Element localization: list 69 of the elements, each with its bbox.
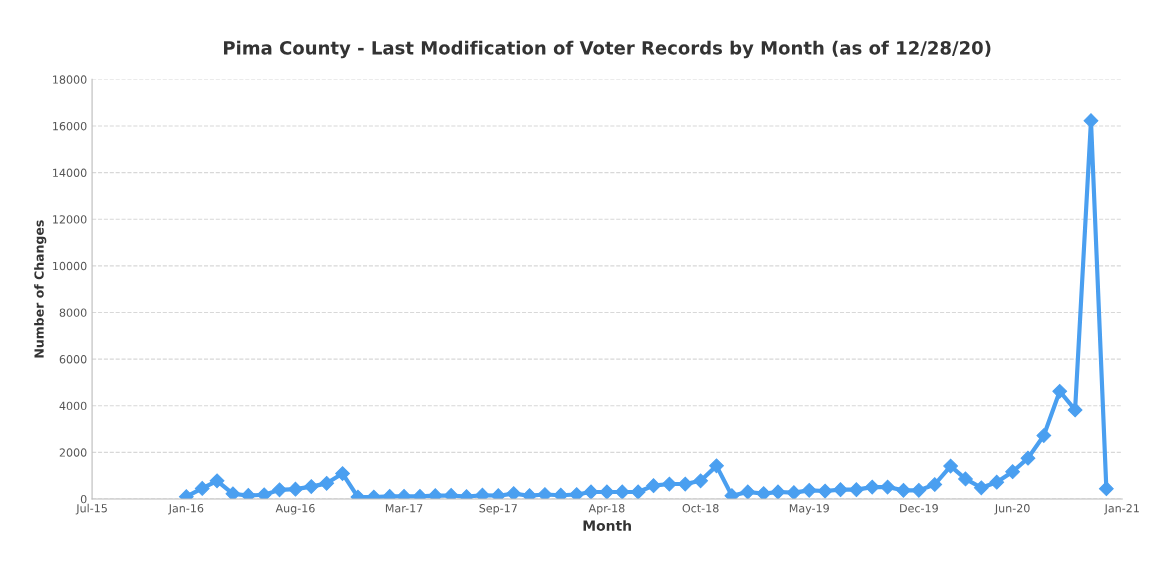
y-axis-title: Number of Changes	[34, 220, 47, 358]
point	[506, 486, 522, 499]
point	[880, 479, 896, 495]
point	[864, 479, 880, 495]
x-tick-label: Jun-20	[994, 504, 1030, 515]
y-tick-label: 0	[80, 494, 87, 504]
point	[770, 484, 786, 499]
y-tick-label: 6000	[59, 355, 87, 364]
y-tick-label: 8000	[59, 308, 87, 317]
point	[569, 487, 585, 499]
point	[194, 481, 210, 496]
point	[662, 476, 677, 492]
point	[209, 473, 225, 489]
point	[693, 473, 709, 489]
point	[1052, 383, 1068, 399]
x-tick-label: Dec-19	[900, 504, 938, 513]
point	[646, 478, 661, 494]
x-tick-label: Apr-18	[588, 504, 625, 515]
point	[833, 482, 848, 498]
y-tick-label: 16000	[53, 121, 87, 131]
point	[801, 482, 817, 498]
point	[1098, 481, 1114, 497]
x-tick-label: May-19	[789, 504, 829, 515]
point	[677, 476, 693, 492]
x-tick-label: Jan-16	[168, 504, 204, 515]
point	[1020, 450, 1036, 466]
point	[272, 482, 287, 498]
point	[319, 475, 335, 491]
point	[817, 483, 833, 499]
point	[225, 486, 241, 499]
point	[756, 486, 772, 499]
point	[288, 481, 303, 497]
x-tick-label: Jan-21	[1104, 504, 1139, 515]
x-tick-label: Jul-15	[75, 503, 107, 515]
y-tick-label: 18000	[53, 75, 87, 84]
y-tick-label: 4000	[59, 401, 87, 411]
x-tick-label: Oct-18	[682, 504, 719, 513]
y-tick-label: 2000	[59, 448, 87, 457]
point	[1005, 464, 1020, 480]
point	[848, 482, 864, 498]
y-tick-label: 12000	[53, 215, 87, 224]
x-tick-label: Aug-16	[275, 504, 315, 515]
point	[1083, 113, 1099, 129]
x-axis-title: Month	[583, 520, 631, 531]
point	[709, 458, 724, 474]
point	[335, 466, 350, 481]
point	[256, 487, 272, 499]
point	[583, 484, 599, 499]
point	[896, 482, 911, 498]
point	[911, 482, 927, 498]
point	[1067, 402, 1083, 418]
point	[943, 458, 959, 474]
y-tick-label: 14000	[53, 168, 87, 177]
y-tick-label: 10000	[53, 261, 87, 271]
point	[303, 479, 319, 494]
point	[614, 484, 630, 499]
point	[927, 477, 943, 492]
point	[599, 484, 615, 499]
point	[989, 474, 1005, 490]
point	[786, 485, 802, 499]
point	[740, 484, 756, 499]
x-tick-label: Mar-17	[385, 504, 423, 513]
point	[537, 487, 553, 499]
point	[1036, 428, 1052, 443]
point	[973, 480, 989, 496]
point	[958, 471, 973, 487]
x-tick-label: Sep-17	[479, 504, 517, 515]
chart-title: Pima County - Last Modification of Voter Records by Month (as of 12/28/20)	[224, 40, 991, 59]
point	[630, 484, 646, 499]
